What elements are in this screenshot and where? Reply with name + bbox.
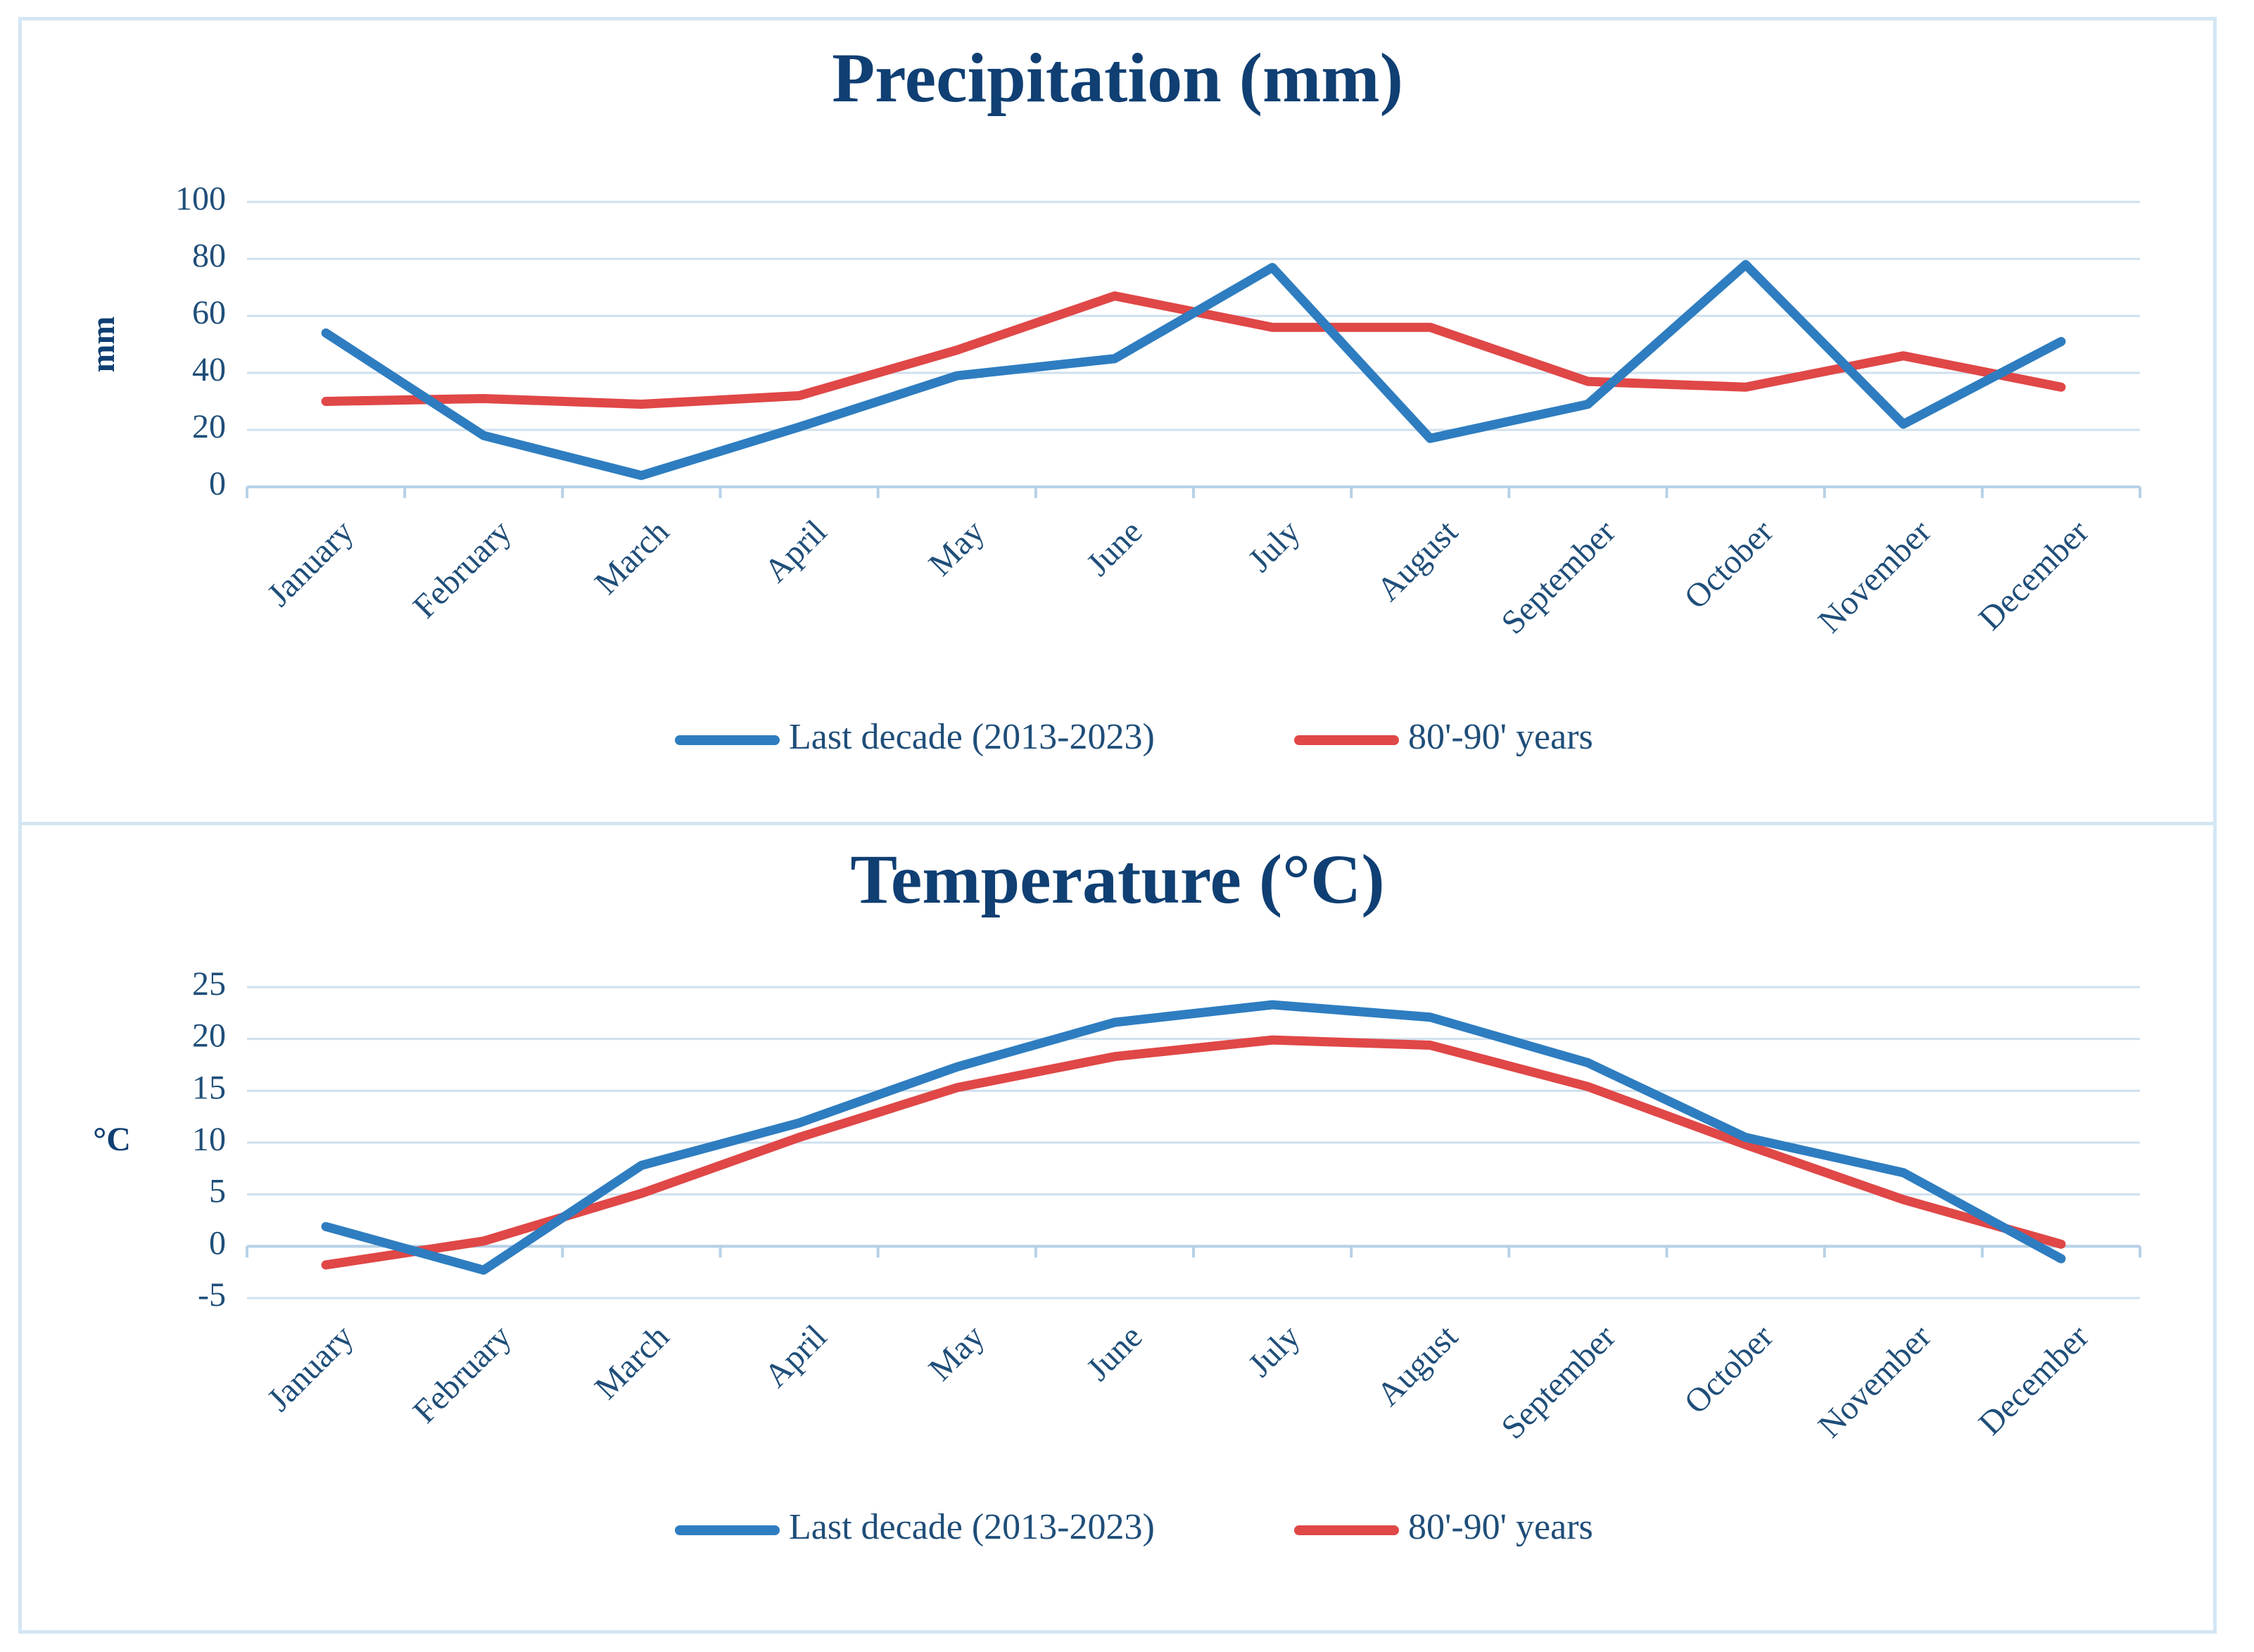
temperature-y-axis-label: °C xyxy=(93,1121,131,1158)
temperature-x-tick-label: April xyxy=(757,1318,834,1394)
temperature-legend-label: Last decade (2013-2023) xyxy=(789,1507,1155,1547)
temperature-x-tick-label: November xyxy=(1811,1318,1939,1445)
precipitation-y-tick-label: 100 xyxy=(175,180,226,217)
temperature-y-tick-label: 0 xyxy=(209,1224,226,1262)
precipitation-x-tick-label: October xyxy=(1677,513,1780,616)
precipitation-chart-title: Precipitation (mm) xyxy=(832,39,1403,117)
temperature-x-tick-label: October xyxy=(1677,1318,1780,1421)
temperature-y-tick-label: 25 xyxy=(192,965,226,1003)
temperature-x-tick-label: June xyxy=(1079,1318,1150,1388)
precipitation-y-tick-label: 0 xyxy=(209,465,226,502)
precipitation-x-tick-label: December xyxy=(1972,513,2096,637)
temperature-legend-label: 80'-90' years xyxy=(1408,1507,1593,1547)
temperature-x-tick-label: August xyxy=(1369,1318,1465,1413)
temperature-x-tick-label: July xyxy=(1241,1318,1308,1384)
precipitation-x-tick-label: September xyxy=(1494,513,1623,642)
temperature-x-tick-label: February xyxy=(406,1318,519,1430)
precipitation-legend-label: Last decade (2013-2023) xyxy=(789,717,1155,757)
precipitation-chart: Precipitation (mm) mm 0 20 40 60 80 100 January F… xyxy=(84,39,2141,757)
temperature-x-tick-label: March xyxy=(588,1318,676,1406)
precipitation-x-tick-label: August xyxy=(1369,513,1465,609)
precipitation-x-tick-label: June xyxy=(1079,513,1150,583)
temperature-series-line-last-decade xyxy=(321,1000,2066,1275)
temperature-y-tick-label: 20 xyxy=(192,1017,226,1055)
precipitation-y-axis-label: mm xyxy=(84,317,122,373)
temperature-chart: Temperature (°C) °C -5 0 5 10 15 20 25 January Feb… xyxy=(93,840,2141,1547)
precipitation-panel: Precipitation (mm) mm 0 20 40 60 80 100 January F… xyxy=(18,17,2217,826)
temperature-panel: Temperature (°C) °C -5 0 5 10 15 20 25 January Feb… xyxy=(18,822,2217,1634)
precipitation-series-line-last-decade xyxy=(321,260,2066,481)
temperature-series-line-80s-90s xyxy=(321,1035,2066,1270)
precipitation-y-tick-label: 80 xyxy=(192,237,226,274)
precipitation-y-tick-label: 20 xyxy=(192,408,226,445)
precipitation-x-tick-label: November xyxy=(1811,513,1939,640)
temperature-chart-title: Temperature (°C) xyxy=(850,840,1384,918)
temperature-x-tick-label: September xyxy=(1494,1318,1623,1447)
precipitation-x-tick-label: February xyxy=(406,513,519,625)
temperature-x-tick-label: May xyxy=(922,1318,992,1388)
temperature-x-tick-label: December xyxy=(1972,1318,2096,1442)
temperature-y-tick-label: -5 xyxy=(198,1276,226,1314)
temperature-y-tick-label: 15 xyxy=(192,1069,226,1106)
precipitation-x-tick-label: January xyxy=(260,513,361,614)
temperature-y-tick-label: 10 xyxy=(192,1121,226,1158)
precipitation-x-tick-label: April xyxy=(757,513,834,590)
temperature-x-tick-label: January xyxy=(260,1318,361,1418)
precipitation-x-tick-label: March xyxy=(588,513,676,602)
precipitation-x-tick-label: July xyxy=(1241,513,1308,579)
precipitation-y-tick-label: 60 xyxy=(192,294,226,331)
precipitation-y-tick-label: 40 xyxy=(192,351,226,388)
temperature-y-tick-label: 5 xyxy=(209,1173,226,1210)
precipitation-legend-label: 80'-90' years xyxy=(1408,717,1593,757)
precipitation-x-tick-label: May xyxy=(922,513,992,583)
